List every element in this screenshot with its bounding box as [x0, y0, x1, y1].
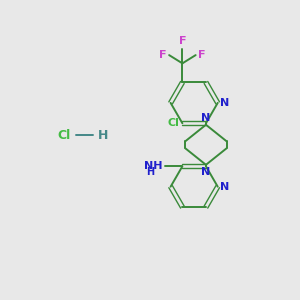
Text: F: F [178, 36, 186, 46]
Text: N: N [201, 113, 211, 123]
Text: N: N [220, 98, 229, 108]
Text: H: H [98, 129, 108, 142]
Text: N: N [220, 182, 229, 192]
Text: N: N [201, 167, 211, 177]
Text: Cl: Cl [168, 118, 179, 128]
Text: F: F [159, 50, 167, 60]
Text: H: H [146, 167, 154, 177]
Text: NH: NH [144, 161, 163, 171]
Text: F: F [198, 50, 206, 60]
Text: Cl: Cl [58, 129, 71, 142]
